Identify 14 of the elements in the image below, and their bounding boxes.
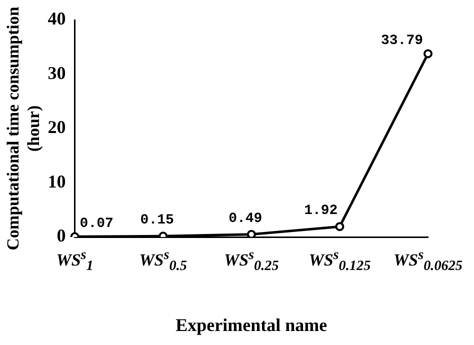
x-axis-title: Experimental name xyxy=(176,314,328,335)
y-tick-label: 40 xyxy=(48,8,66,29)
point xyxy=(246,230,256,237)
point xyxy=(424,49,432,58)
data-label: 0.15 xyxy=(140,212,174,229)
y-tick-label: 20 xyxy=(48,117,66,138)
y-tick-label: 0 xyxy=(56,226,66,246)
data-label: 0.49 xyxy=(228,210,262,227)
data-label: 33.79 xyxy=(380,33,423,50)
y-tick-label: 10 xyxy=(48,171,66,192)
y-tick-label: 30 xyxy=(48,62,66,83)
data-label: 1.92 xyxy=(304,203,338,220)
y-axis-title: Computational time consumption (hour) xyxy=(4,6,43,250)
data-label: 0.07 xyxy=(80,216,114,232)
